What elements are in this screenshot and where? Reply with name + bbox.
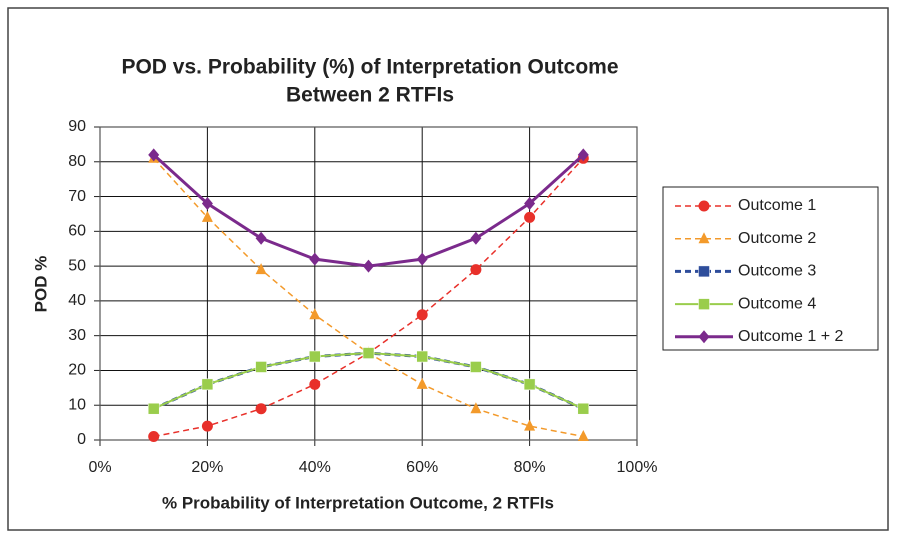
marker <box>523 378 536 391</box>
marker <box>201 420 213 432</box>
marker <box>577 148 589 162</box>
marker <box>201 378 214 391</box>
y-tick-label: 80 <box>68 153 86 170</box>
marker <box>148 148 160 162</box>
marker <box>148 431 160 443</box>
x-tick-label: 60% <box>406 459 438 476</box>
x-tick-label: 40% <box>299 459 331 476</box>
legend-label: Outcome 3 <box>738 263 816 280</box>
y-tick-label: 60 <box>68 223 86 240</box>
marker <box>309 252 321 266</box>
marker <box>577 430 589 442</box>
marker <box>416 350 428 363</box>
x-tick-label: 80% <box>514 459 546 476</box>
marker <box>416 252 428 266</box>
marker <box>470 231 482 245</box>
marker <box>470 402 482 414</box>
y-tick-label: 90 <box>68 118 86 135</box>
marker <box>470 361 482 373</box>
marker <box>416 309 428 321</box>
marker <box>201 210 213 222</box>
y-tick-label: 0 <box>77 431 86 448</box>
chart-title: POD vs. Probability (%) of Interpretatio… <box>121 56 618 79</box>
plot-border <box>99 126 638 441</box>
chart-title: Between 2 RTFIs <box>286 84 454 107</box>
marker <box>577 402 590 415</box>
legend-label: Outcome 1 + 2 <box>738 328 843 345</box>
y-tick-label: 10 <box>68 396 86 413</box>
marker <box>524 211 536 223</box>
y-tick-label: 20 <box>68 362 86 379</box>
x-axis-title: % Probability of Interpretation Outcome,… <box>162 493 554 512</box>
x-tick-label: 0% <box>88 459 111 476</box>
marker <box>201 197 213 211</box>
y-tick-label: 30 <box>68 327 86 344</box>
legend-marker <box>698 330 710 344</box>
marker <box>362 347 375 359</box>
legend-label: Outcome 4 <box>738 295 816 312</box>
marker <box>255 263 267 275</box>
legend-marker <box>698 298 710 310</box>
legend-marker <box>698 265 710 278</box>
marker <box>255 361 267 373</box>
legend-label: Outcome 2 <box>738 230 816 247</box>
marker <box>524 419 536 431</box>
marker <box>363 259 374 273</box>
marker <box>524 197 536 211</box>
y-axis-title: POD % <box>31 256 50 313</box>
marker <box>309 350 321 363</box>
marker <box>147 402 160 415</box>
marker <box>309 308 321 320</box>
marker <box>416 377 428 389</box>
y-tick-label: 50 <box>68 257 86 274</box>
marker <box>255 231 267 245</box>
x-tick-label: 20% <box>191 459 223 476</box>
legend-label: Outcome 1 <box>738 197 816 214</box>
marker <box>309 378 321 390</box>
legend-marker <box>698 200 710 212</box>
marker <box>255 403 267 415</box>
x-tick-label: 100% <box>617 459 658 476</box>
legend-marker <box>698 232 710 244</box>
marker <box>470 264 482 276</box>
y-tick-label: 70 <box>68 188 86 205</box>
y-tick-label: 40 <box>68 292 86 309</box>
